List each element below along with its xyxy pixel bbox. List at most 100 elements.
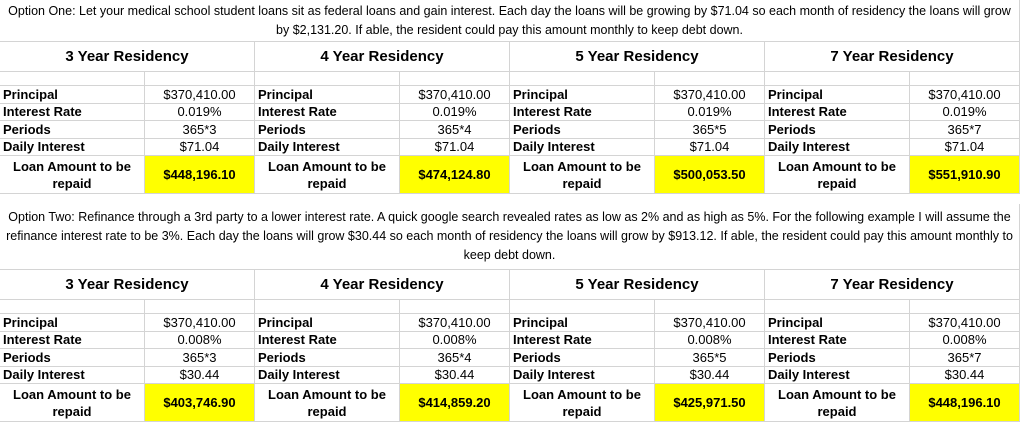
row-label: Daily Interest: [255, 366, 400, 384]
row-value: $370,410.00: [400, 86, 510, 104]
row-value: 365*7: [910, 349, 1020, 367]
total-label: Loan Amount to be repaid: [0, 384, 145, 422]
row-value: 365*5: [655, 349, 765, 367]
row-value: 365*7: [910, 121, 1020, 139]
total-label: Loan Amount to be repaid: [765, 384, 910, 422]
row-label: Daily Interest: [510, 138, 655, 156]
row-label: Daily Interest: [255, 138, 400, 156]
row-label: Daily Interest: [510, 366, 655, 384]
block-title: 7 Year Residency: [765, 270, 1020, 300]
row-label: Principal: [0, 314, 145, 332]
row-label: Periods: [255, 349, 400, 367]
row-label: Interest Rate: [0, 331, 145, 349]
row-value: 365*3: [145, 349, 255, 367]
row-label: Principal: [510, 86, 655, 104]
total-label: Loan Amount to be repaid: [510, 156, 655, 194]
row-label: Periods: [765, 121, 910, 139]
row-value: $370,410.00: [910, 86, 1020, 104]
row-label: Daily Interest: [0, 138, 145, 156]
empty-cell: [0, 300, 145, 314]
row-value: 0.019%: [910, 103, 1020, 121]
empty-cell: [655, 72, 765, 86]
row-label: Daily Interest: [0, 366, 145, 384]
row-value: 0.008%: [145, 331, 255, 349]
option-description: Option Two: Refinance through a 3rd part…: [0, 204, 1020, 270]
empty-cell: [145, 300, 255, 314]
row-label: Periods: [510, 121, 655, 139]
row-value: $30.44: [145, 366, 255, 384]
total-label: Loan Amount to be repaid: [0, 156, 145, 194]
row-value: $30.44: [655, 366, 765, 384]
empty-cell: [0, 72, 145, 86]
block-title: 5 Year Residency: [510, 270, 765, 300]
row-value: $370,410.00: [400, 314, 510, 332]
row-value: $370,410.00: [655, 314, 765, 332]
empty-cell: [255, 300, 400, 314]
block-title: 3 Year Residency: [0, 42, 255, 72]
option-description: Option One: Let your medical school stud…: [0, 0, 1020, 42]
empty-cell: [655, 300, 765, 314]
row-value: 0.008%: [400, 331, 510, 349]
row-label: Principal: [510, 314, 655, 332]
empty-cell: [765, 72, 910, 86]
empty-cell: [510, 72, 655, 86]
row-value: 365*5: [655, 121, 765, 139]
row-label: Periods: [0, 349, 145, 367]
total-label: Loan Amount to be repaid: [255, 156, 400, 194]
row-value: 0.019%: [655, 103, 765, 121]
total-value: $474,124.80: [400, 156, 510, 194]
row-value: 365*4: [400, 121, 510, 139]
row-value: $71.04: [655, 138, 765, 156]
empty-cell: [765, 300, 910, 314]
row-label: Interest Rate: [510, 103, 655, 121]
row-value: $30.44: [910, 366, 1020, 384]
total-value: $414,859.20: [400, 384, 510, 422]
row-label: Principal: [0, 86, 145, 104]
row-value: $71.04: [145, 138, 255, 156]
row-value: 365*3: [145, 121, 255, 139]
row-label: Daily Interest: [765, 366, 910, 384]
row-value: $370,410.00: [145, 86, 255, 104]
row-label: Principal: [255, 86, 400, 104]
row-value: $370,410.00: [655, 86, 765, 104]
row-label: Interest Rate: [255, 103, 400, 121]
total-value: $448,196.10: [910, 384, 1020, 422]
total-value: $448,196.10: [145, 156, 255, 194]
row-label: Interest Rate: [0, 103, 145, 121]
row-label: Interest Rate: [765, 103, 910, 121]
row-value: 0.019%: [400, 103, 510, 121]
row-value: 0.008%: [910, 331, 1020, 349]
total-value: $403,746.90: [145, 384, 255, 422]
total-label: Loan Amount to be repaid: [510, 384, 655, 422]
row-value: $370,410.00: [145, 314, 255, 332]
block-title: 4 Year Residency: [255, 42, 510, 72]
empty-cell: [910, 300, 1020, 314]
total-value: $500,053.50: [655, 156, 765, 194]
total-value: $425,971.50: [655, 384, 765, 422]
row-value: 0.019%: [145, 103, 255, 121]
row-label: Periods: [255, 121, 400, 139]
block-title: 4 Year Residency: [255, 270, 510, 300]
row-label: Interest Rate: [255, 331, 400, 349]
row-label: Periods: [510, 349, 655, 367]
total-label: Loan Amount to be repaid: [255, 384, 400, 422]
row-label: Periods: [0, 121, 145, 139]
row-label: Principal: [255, 314, 400, 332]
row-label: Interest Rate: [765, 331, 910, 349]
block-title: 5 Year Residency: [510, 42, 765, 72]
row-value: $370,410.00: [910, 314, 1020, 332]
row-label: Daily Interest: [765, 138, 910, 156]
row-label: Interest Rate: [510, 331, 655, 349]
empty-cell: [255, 72, 400, 86]
empty-cell: [510, 300, 655, 314]
row-label: Principal: [765, 86, 910, 104]
empty-cell: [400, 72, 510, 86]
block-title: 3 Year Residency: [0, 270, 255, 300]
total-value: $551,910.90: [910, 156, 1020, 194]
row-label: Principal: [765, 314, 910, 332]
empty-cell: [145, 72, 255, 86]
row-value: $71.04: [400, 138, 510, 156]
row-value: $30.44: [400, 366, 510, 384]
row-value: 365*4: [400, 349, 510, 367]
